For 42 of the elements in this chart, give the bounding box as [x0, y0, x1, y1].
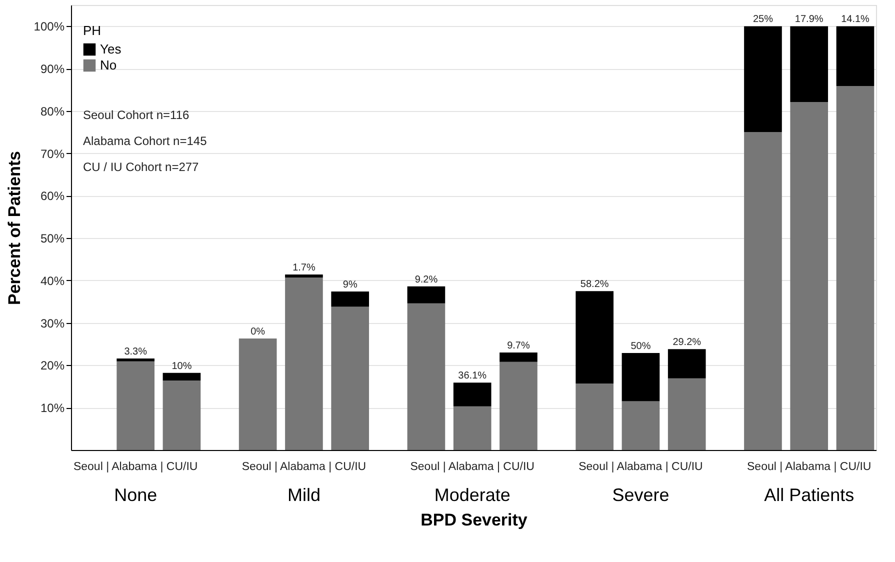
- annotation: 10%: [172, 360, 192, 372]
- text: Seoul | Alabama | CU/IU: [410, 461, 534, 473]
- legend-label: No: [100, 58, 117, 72]
- annotation: 0%: [250, 326, 266, 338]
- text: All Patients: [764, 485, 854, 505]
- annotation: 9.2%: [414, 274, 438, 286]
- y-tick-label: 40%: [40, 274, 65, 288]
- text: None: [114, 485, 158, 505]
- annotation: Seoul Cohort n=116: [83, 108, 190, 122]
- y-tick-label: 70%: [40, 146, 65, 161]
- text: Seoul | Alabama | CU/IU: [73, 461, 198, 473]
- legend-label: Yes: [100, 42, 122, 56]
- y-tick-label: 90%: [40, 62, 65, 76]
- y-tick-label: 50%: [40, 232, 65, 246]
- annotation: 25%: [752, 14, 774, 26]
- text: Moderate: [434, 485, 510, 505]
- annotation: 50%: [630, 340, 651, 352]
- annotation: 3.3%: [124, 346, 148, 358]
- annotation: 58.2%: [580, 279, 609, 290]
- text: Seoul | Alabama | CU/IU: [578, 461, 703, 473]
- legend-title: PH: [83, 23, 102, 38]
- y-tick-label: 30%: [40, 316, 65, 330]
- y-tick-label: 80%: [40, 104, 65, 118]
- y-tick-label: 60%: [40, 189, 65, 204]
- annotation: 9%: [342, 279, 358, 290]
- annotation: 17.9%: [794, 14, 824, 26]
- annotation: 9.7%: [507, 340, 530, 352]
- y-tick-label: 100%: [34, 20, 65, 34]
- annotation: CU / IU Cohort n=277: [83, 160, 200, 174]
- text: Seoul | Alabama | CU/IU: [746, 461, 872, 473]
- annotation: 14.1%: [841, 14, 870, 26]
- annotation: 36.1%: [458, 370, 487, 382]
- y-tick-label: 10%: [40, 401, 65, 416]
- text: Mild: [287, 485, 320, 505]
- y-tick-label: 20%: [40, 358, 65, 373]
- annotation: 1.7%: [292, 262, 316, 274]
- text: Seoul | Alabama | CU/IU: [242, 461, 366, 473]
- y-axis-title: Percent of Patients: [4, 151, 24, 305]
- text: Severe: [612, 485, 670, 505]
- annotation: 29.2%: [672, 337, 702, 348]
- annotation: Alabama Cohort n=145: [83, 134, 208, 148]
- x-axis-title: BPD Severity: [420, 510, 528, 530]
